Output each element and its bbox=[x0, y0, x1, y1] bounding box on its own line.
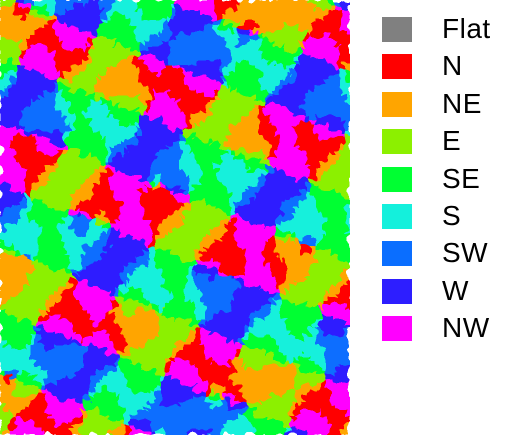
legend-label: NW bbox=[442, 312, 490, 344]
legend-label: NE bbox=[442, 87, 482, 119]
legend-swatch bbox=[382, 166, 412, 192]
legend-swatch bbox=[382, 241, 412, 267]
legend-item-se: SE bbox=[380, 163, 515, 200]
legend-item-nw: NW bbox=[380, 312, 515, 349]
legend-item-sw: SW bbox=[380, 237, 515, 274]
legend-label: Flat bbox=[442, 13, 491, 44]
legend-label: E bbox=[442, 125, 462, 157]
legend-swatch bbox=[382, 203, 412, 229]
legend-swatch bbox=[382, 17, 412, 42]
legend-label: W bbox=[442, 274, 469, 306]
legend-item-s: S bbox=[380, 200, 515, 237]
legend-item-ne: NE bbox=[380, 88, 515, 125]
legend-swatch bbox=[382, 129, 412, 155]
legend-swatch bbox=[382, 278, 412, 304]
legend-swatch bbox=[382, 316, 412, 342]
legend-item-e: E bbox=[380, 125, 515, 162]
legend-swatch bbox=[382, 91, 412, 117]
aspect-map bbox=[0, 0, 350, 435]
legend-label: N bbox=[442, 50, 463, 82]
legend-item-flat: Flat bbox=[380, 13, 515, 50]
legend-item-w: W bbox=[380, 275, 515, 312]
legend-swatch bbox=[382, 54, 412, 80]
legend-label: SW bbox=[442, 237, 489, 269]
aspect-raster bbox=[0, 0, 350, 435]
legend-item-n: N bbox=[380, 50, 515, 87]
legend-label: SE bbox=[442, 162, 481, 194]
legend-label: S bbox=[442, 199, 462, 231]
aspect-legend: Flat N NE E SE S SW W NW bbox=[380, 13, 515, 350]
